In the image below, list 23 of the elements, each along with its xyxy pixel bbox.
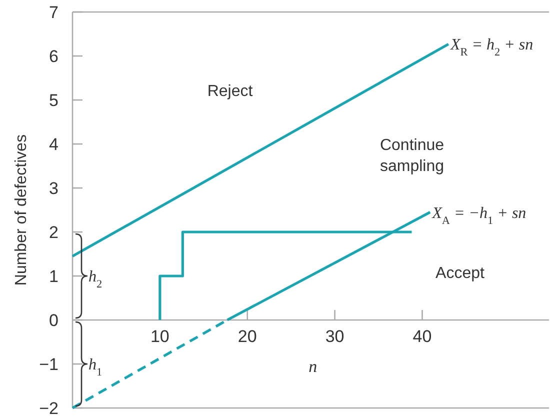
x-tick-label: 20 bbox=[238, 327, 257, 346]
y-tick-label: −1 bbox=[39, 354, 58, 374]
annotation: h$_{1}$ bbox=[88, 356, 102, 379]
y-tick-label: 3 bbox=[49, 178, 58, 198]
y-tick-label: 4 bbox=[49, 134, 58, 154]
annotation: X$_{A}$ = −h$_{1}$ + sn bbox=[431, 204, 526, 227]
annotation: X$_{R}$ = h$_{2}$ + sn bbox=[449, 36, 534, 59]
x-tick-label: 30 bbox=[325, 327, 344, 346]
y-tick-label: 2 bbox=[49, 222, 58, 242]
x-axis-title: n bbox=[308, 357, 318, 376]
y-axis-title: Number of defectives bbox=[13, 134, 30, 286]
y-tick-label: 7 bbox=[49, 2, 58, 22]
x-tick-label: 40 bbox=[412, 327, 432, 346]
y-tick-label: 1 bbox=[49, 266, 58, 286]
annotation: Continue sampling bbox=[380, 137, 444, 175]
y-tick-label: 5 bbox=[49, 90, 58, 110]
y-tick-label: 0 bbox=[49, 310, 58, 330]
x-tick-label: 10 bbox=[150, 327, 170, 346]
y-tick-label: 6 bbox=[49, 46, 58, 66]
annotation: h$_{2}$ bbox=[88, 268, 102, 291]
annotation: Accept bbox=[436, 265, 486, 282]
y-tick-label: −2 bbox=[39, 398, 58, 418]
annotation: Reject bbox=[207, 83, 254, 100]
